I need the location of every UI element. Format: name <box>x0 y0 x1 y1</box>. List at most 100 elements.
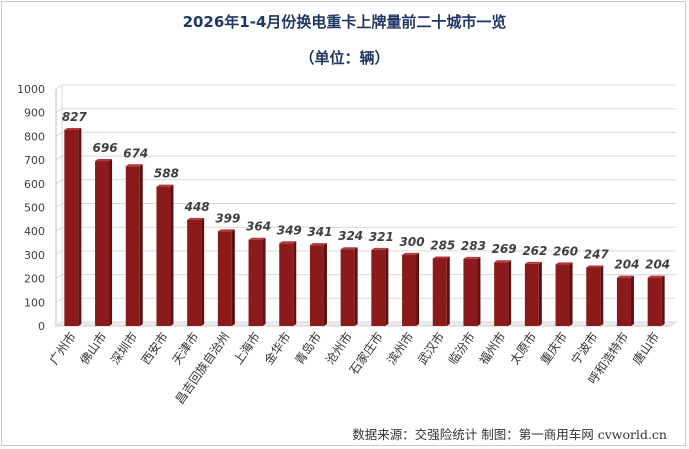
data-source-note: 数据来源：交强险统计 制图：第一商用车网 cvworld.cn <box>352 427 667 442</box>
x-tick-label: 上海市 <box>230 329 263 367</box>
data-label: 300 <box>400 235 425 249</box>
bar-side <box>477 256 481 326</box>
x-tick-label: 金华市 <box>261 329 294 367</box>
data-label: 321 <box>369 230 394 244</box>
data-label: 204 <box>614 258 639 272</box>
x-tick-label: 太原市 <box>506 329 539 367</box>
chart-title: 2026年1-4月份换电重卡上牌量前二十城市一览 <box>182 13 507 31</box>
bar <box>217 231 232 326</box>
x-tick-label: 武汉市 <box>414 329 447 367</box>
data-label: 364 <box>246 220 271 234</box>
chart-subtitle: （单位：辆） <box>299 49 390 67</box>
bar <box>371 249 386 326</box>
bar-top <box>125 164 143 167</box>
bar <box>64 130 79 326</box>
gridline-depth <box>55 203 63 208</box>
bar-top <box>555 262 573 265</box>
x-tick-label: 西安市 <box>138 329 171 367</box>
bar <box>494 262 509 326</box>
bar-top <box>524 261 542 264</box>
data-label: 696 <box>93 141 118 155</box>
bar-side <box>600 265 604 326</box>
data-label: 588 <box>154 167 179 181</box>
bar-top <box>494 260 512 263</box>
bar <box>125 166 140 326</box>
gridline-depth <box>55 226 63 232</box>
bar-side <box>323 243 327 326</box>
bar-top <box>95 159 113 162</box>
data-label: 260 <box>553 244 578 258</box>
bar-side <box>78 128 82 326</box>
bar-side <box>508 260 512 326</box>
gridline-depth <box>55 250 63 256</box>
bar-side <box>569 262 573 326</box>
bar-top <box>187 217 205 220</box>
x-tick-label: 广州市 <box>46 329 79 367</box>
x-tick-label: 天津市 <box>169 329 202 367</box>
data-label: 341 <box>307 225 332 239</box>
y-tick-label: 300 <box>24 249 45 262</box>
bar-side <box>630 275 634 326</box>
y-tick-label: 800 <box>24 130 45 143</box>
bar-top <box>340 247 358 250</box>
y-tick-label: 600 <box>24 178 45 191</box>
bar-top <box>64 128 82 131</box>
bar-top <box>371 247 389 250</box>
bar <box>432 258 447 326</box>
bar <box>647 277 662 326</box>
x-tick-label: 临汾市 <box>445 329 478 367</box>
data-label: 324 <box>338 229 363 243</box>
gridline-depth <box>55 131 63 137</box>
x-tick-label: 唐山市 <box>629 329 662 367</box>
bar-side <box>262 237 266 326</box>
bar-side <box>231 229 235 326</box>
data-label: 349 <box>277 223 302 237</box>
bar <box>586 267 601 326</box>
y-tick-label: 0 <box>38 320 45 333</box>
gridline-depth <box>55 179 63 185</box>
data-label: 269 <box>492 242 517 256</box>
bar-top <box>586 265 604 268</box>
bar-side <box>293 241 297 326</box>
bar-top <box>616 275 634 278</box>
bar-top <box>647 275 665 278</box>
y-tick-label: 500 <box>24 202 45 215</box>
bar-side <box>446 256 450 326</box>
bar-top <box>432 256 450 259</box>
data-label: 283 <box>461 239 486 253</box>
data-label: 399 <box>215 211 240 225</box>
bar <box>463 258 478 326</box>
data-label: 204 <box>645 258 670 272</box>
bar <box>616 277 631 326</box>
y-tick-label: 400 <box>24 225 45 238</box>
gridline-depth <box>55 84 63 90</box>
bar-top <box>402 252 420 255</box>
y-tick-label: 200 <box>24 273 45 286</box>
y-tick-label: 900 <box>24 107 45 120</box>
bar-top <box>217 229 235 232</box>
bar-side <box>170 184 174 326</box>
bar-top <box>463 256 481 259</box>
bar <box>402 254 417 326</box>
x-tick-label: 佛山市 <box>77 329 110 367</box>
x-tick-label: 青岛市 <box>291 329 324 367</box>
bar <box>187 219 202 326</box>
gridline-depth <box>55 155 63 161</box>
data-label: 674 <box>123 146 148 160</box>
y-tick-label: 700 <box>24 154 45 167</box>
bar <box>156 186 171 326</box>
bar-side <box>201 217 205 326</box>
gridline-depth <box>55 297 63 303</box>
bar-side <box>538 261 542 326</box>
bar-side <box>139 164 143 326</box>
bar <box>279 243 294 326</box>
bar <box>95 161 110 326</box>
x-tick-label: 重庆市 <box>537 329 570 367</box>
y-tick-label: 1000 <box>17 83 45 96</box>
bar <box>340 249 355 326</box>
data-label: 285 <box>430 238 455 252</box>
data-label: 262 <box>522 244 547 258</box>
y-tick-label: 100 <box>24 296 45 309</box>
gridline-depth <box>55 321 63 327</box>
